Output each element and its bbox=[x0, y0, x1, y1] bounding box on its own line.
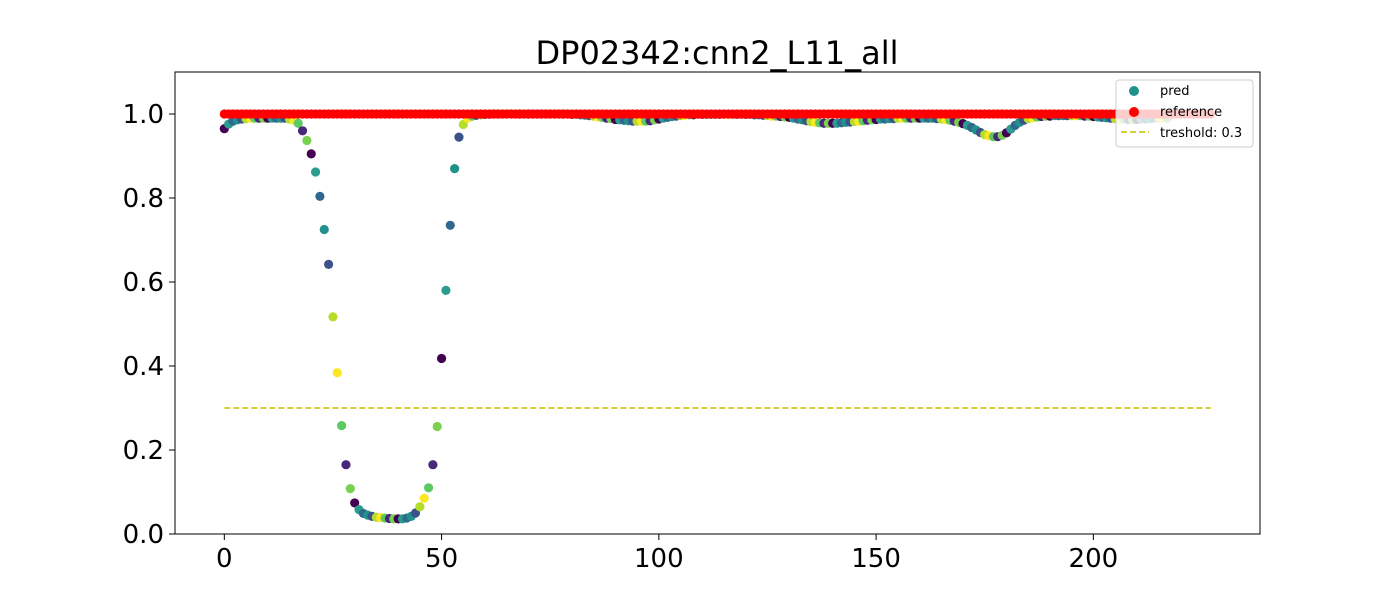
legend-box bbox=[1115, 79, 1254, 148]
pred-point bbox=[419, 493, 429, 503]
y-tick-label: 0.2 bbox=[123, 436, 164, 466]
legend-marker-reference bbox=[1129, 107, 1139, 117]
pred-point bbox=[315, 191, 325, 201]
x-tick-label: 100 bbox=[634, 544, 684, 574]
pred-point bbox=[415, 502, 425, 512]
legend-marker-pred bbox=[1129, 86, 1139, 96]
plot-frame bbox=[174, 71, 1261, 535]
pred-point bbox=[297, 126, 308, 136]
y-tick-label: 0.6 bbox=[123, 268, 164, 298]
y-tick-label: 0.4 bbox=[123, 352, 164, 382]
pred-point bbox=[436, 353, 447, 364]
pred-point bbox=[302, 135, 312, 146]
x-axis: 0 50 100 150 200 bbox=[216, 534, 1118, 574]
legend-label-reference: reference bbox=[1160, 105, 1222, 120]
pred-point bbox=[293, 118, 303, 128]
plot-area bbox=[219, 109, 1216, 524]
pred-point bbox=[450, 164, 460, 174]
pred-point bbox=[332, 368, 342, 378]
legend: pred reference treshold: 0.3 bbox=[1115, 79, 1254, 148]
pred-point bbox=[319, 224, 329, 235]
pred-point bbox=[432, 421, 442, 432]
legend-label-threshold: treshold: 0.3 bbox=[1160, 126, 1242, 141]
legend-label-pred: pred bbox=[1160, 84, 1190, 99]
pred-point bbox=[310, 167, 321, 177]
pred-point bbox=[328, 312, 338, 322]
pred-point bbox=[324, 259, 334, 269]
x-tick-label: 0 bbox=[216, 544, 233, 574]
x-tick-label: 50 bbox=[425, 544, 458, 574]
chart-title: DP02342:cnn2_L11_all bbox=[536, 34, 899, 72]
pred-point bbox=[454, 132, 464, 142]
y-axis: 0.0 0.2 0.4 0.6 0.8 1.0 bbox=[123, 100, 175, 550]
pred-point bbox=[350, 498, 360, 508]
pred-point bbox=[345, 484, 355, 494]
pred-point bbox=[341, 460, 351, 470]
pred-point bbox=[337, 421, 347, 431]
x-tick-label: 150 bbox=[851, 544, 901, 574]
y-tick-label: 0.0 bbox=[123, 520, 164, 550]
pred-point bbox=[441, 285, 451, 295]
pred-point bbox=[306, 149, 316, 159]
pred-point bbox=[423, 483, 434, 493]
x-tick-label: 200 bbox=[1069, 544, 1119, 574]
y-tick-label: 0.8 bbox=[123, 184, 164, 214]
pred-point bbox=[445, 220, 455, 230]
y-tick-label: 1.0 bbox=[123, 100, 164, 130]
pred-point bbox=[428, 460, 438, 470]
